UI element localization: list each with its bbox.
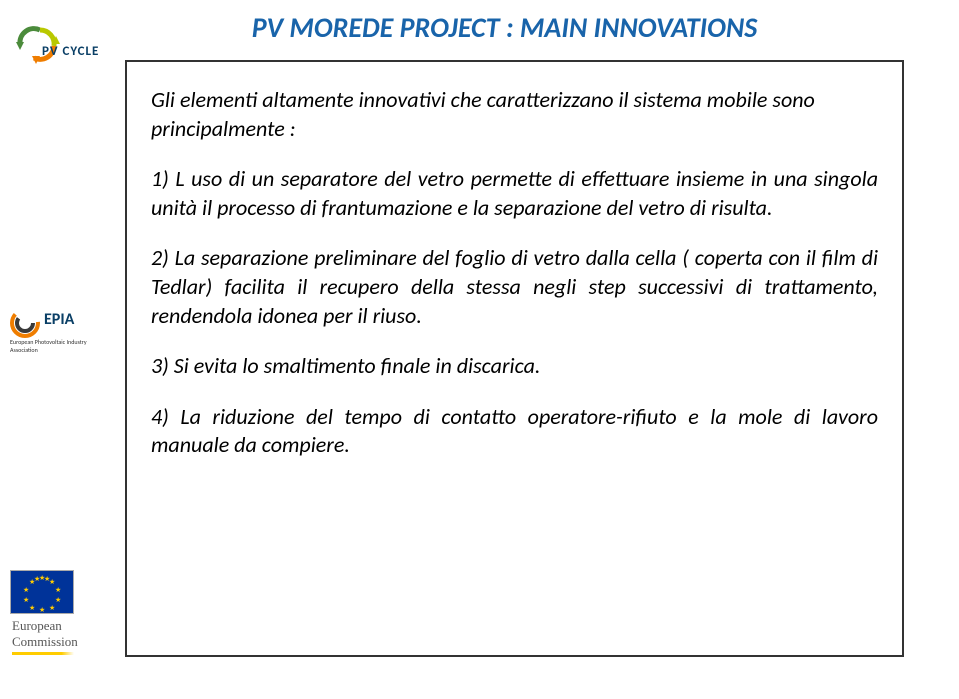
epia-label: EPIA [44, 310, 74, 329]
eu-flag-icon: ★ ★ ★ ★ ★ ★ ★ ★ ★ ★ ★ ★ [10, 570, 74, 614]
page-title: PV MOREDE PROJECT : MAIN INNOVATIONS [170, 12, 839, 44]
eu-logo: ★ ★ ★ ★ ★ ★ ★ ★ ★ ★ ★ ★ European Commiss… [10, 570, 110, 680]
ec-line2: Commission [12, 634, 110, 650]
logos-column: PV CYCLE EPIA European Photovoltaic Indu… [10, 16, 115, 676]
intro-text: Gli elementi altamente innovativi che ca… [151, 86, 878, 143]
epia-logo: EPIA European Photovoltaic Industry Asso… [10, 308, 110, 356]
epia-sub: European Photovoltaic Industry Associati… [10, 338, 110, 354]
point-1: 1) L uso di un separatore del vetro perm… [151, 165, 878, 222]
point-3: 3) Si evita lo smaltimento finale in dis… [151, 352, 878, 381]
content-box: Gli elementi altamente innovativi che ca… [125, 60, 904, 657]
epia-icon [8, 306, 42, 340]
pvcycle-text: PV CYCLE [42, 44, 99, 59]
pvcycle-logo: PV CYCLE [10, 16, 110, 74]
ec-bar-icon [12, 652, 74, 655]
point-2: 2) La separazione preliminare del foglio… [151, 244, 878, 330]
ec-label: European Commission [12, 618, 110, 655]
ec-line1: European [12, 618, 110, 634]
point-4: 4) La riduzione del tempo di contatto op… [151, 403, 878, 460]
